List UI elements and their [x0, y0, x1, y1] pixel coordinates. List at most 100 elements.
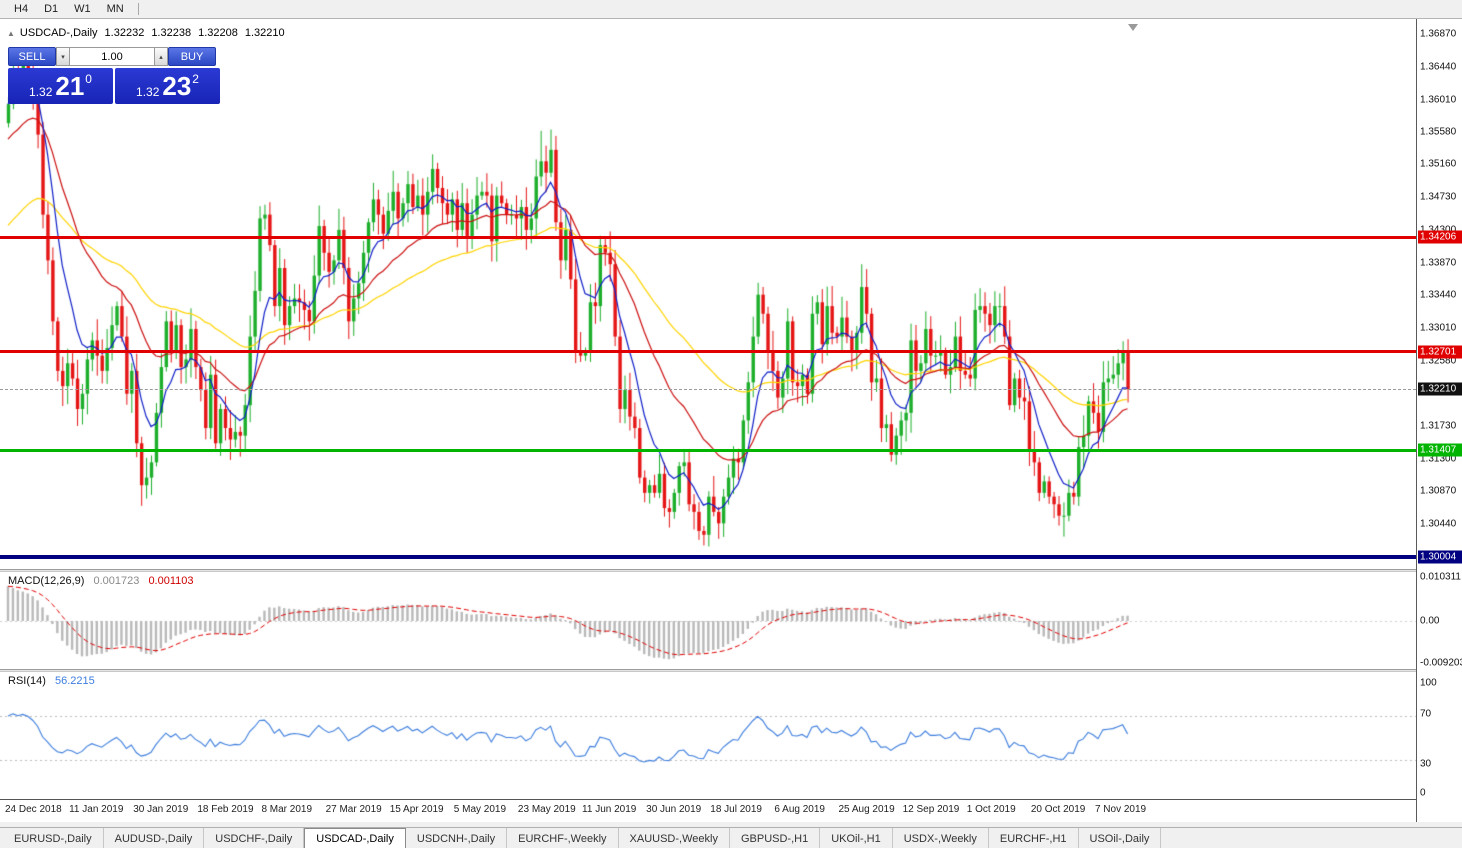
tab-audusd-daily[interactable]: AUDUSD-,Daily — [104, 828, 205, 848]
macd-indicator-label: MACD(12,26,9) 0.001723 0.001103 — [8, 575, 194, 587]
price-axis-label: 1.36870 — [1420, 28, 1457, 40]
rsi-name: RSI(14) — [8, 675, 46, 687]
sell-price-base: 1.32 — [29, 85, 53, 99]
date-axis-label: 20 Oct 2019 — [1030, 804, 1086, 815]
buy-price-big: 23 — [162, 71, 192, 101]
date-axis-label: 30 Jun 2019 — [646, 804, 702, 815]
one-click-trading-panel: SELL ▾ ▴ BUY 1.32 21 0 1.32 23 2 — [8, 47, 220, 104]
date-axis: 24 Dec 2018 11 Jan 2019 30 Jan 2019 18 Feb … — [0, 800, 1416, 822]
buy-price-box[interactable]: 1.32 23 2 — [115, 68, 220, 104]
rsi-axis-label: 100 — [1420, 677, 1437, 689]
major-support-line[interactable] — [0, 555, 1416, 560]
date-axis-label: 8 Mar 2019 — [261, 804, 313, 815]
collapse-toggle-icon[interactable]: ▲ — [7, 28, 15, 38]
date-axis-label: 30 Jan 2019 — [133, 804, 189, 815]
timeframe-d1-button[interactable]: D1 — [44, 3, 59, 15]
rsi-axis-label: 70 — [1420, 708, 1432, 720]
chart-tab-bar: EURUSD-,Daily AUDUSD-,Daily USDCHF-,Daily U… — [0, 827, 1462, 848]
price-axis-label: 1.32580 — [1420, 355, 1457, 367]
macd-axis-label: 0.00 — [1420, 615, 1440, 627]
volume-decrease-button[interactable]: ▾ — [56, 47, 70, 66]
date-axis-label: 1 Oct 2019 — [966, 804, 1016, 815]
current-price-line — [0, 389, 1416, 391]
date-axis-label: 7 Nov 2019 — [1094, 804, 1147, 815]
price-axis-label: 1.34300 — [1420, 224, 1456, 235]
macd-axis-label: 0.010311 — [1420, 571, 1461, 583]
price-axis-label: 1.31730 — [1420, 420, 1457, 432]
panel-separator[interactable] — [0, 569, 1462, 572]
price-axis-label: 1.33440 — [1420, 289, 1457, 301]
panel-separator[interactable] — [0, 669, 1462, 672]
date-axis-label: 11 Jan 2019 — [69, 804, 124, 815]
support-line[interactable] — [0, 448, 1416, 452]
tab-usdcnh-daily[interactable]: USDCNH-,Daily — [406, 828, 508, 848]
tab-usdx-weekly[interactable]: USDX-,Weekly — [893, 828, 989, 848]
date-axis-separator — [0, 799, 1462, 800]
sell-price-pip: 0 — [85, 72, 92, 86]
quote-high: 1.32238 — [151, 27, 192, 39]
macd-signal-value: 0.001103 — [148, 575, 194, 587]
timeframe-toolbar: H4 D1 W1 MN — [0, 0, 1462, 19]
quote-symbol: USDCAD-,Daily — [19, 27, 98, 39]
sell-button[interactable]: SELL — [8, 47, 56, 66]
volume-input[interactable] — [70, 47, 154, 66]
tab-gbpusd-h1[interactable]: GBPUSD-,H1 — [730, 828, 821, 848]
price-axis-label: 1.35160 — [1420, 158, 1457, 170]
support-line-price-tag: 1.31407 — [1418, 443, 1462, 457]
major-support-line-price-tag: 1.30004 — [1418, 550, 1462, 564]
tab-eurchf-h1[interactable]: EURCHF-,H1 — [989, 828, 1079, 848]
date-axis-label: 6 Aug 2019 — [774, 804, 825, 815]
volume-increase-button[interactable]: ▴ — [154, 47, 168, 66]
price-axis-label: 1.36440 — [1420, 61, 1457, 73]
tab-usdchf-daily[interactable]: USDCHF-,Daily — [204, 828, 305, 848]
date-axis-label: 23 May 2019 — [517, 804, 576, 815]
rsi-indicator-label: RSI(14) 56.2215 — [8, 675, 95, 687]
tab-usdcad-daily[interactable]: USDCAD-,Daily — [304, 828, 406, 848]
timeframe-mn-button[interactable]: MN — [106, 3, 124, 15]
tab-xauusd-weekly[interactable]: XAUUSD-,Weekly — [619, 828, 730, 848]
date-axis-label: 27 Mar 2019 — [325, 804, 382, 815]
chart-window: ▲ USDCAD-,Daily 1.32232 1.32238 1.32 2 0 8 … — [0, 19, 1462, 822]
current-price-tag: 1.32210 — [1418, 382, 1462, 396]
resistance-line[interactable] — [0, 350, 1416, 354]
quote-low: 1.32208 — [198, 27, 238, 39]
date-axis-label: 18 Jul 2019 — [710, 804, 762, 815]
tab-usoil-daily[interactable]: USOil-,Daily — [1079, 828, 1162, 848]
date-axis-label: 12 Sep 2019 — [902, 804, 960, 815]
macd-panel-canvas[interactable] — [0, 572, 1416, 669]
price-axis-label: 1.33010 — [1420, 322, 1457, 334]
timeframe-h4-button[interactable]: H4 — [14, 3, 29, 15]
date-axis-label: 24 Dec 2018 — [5, 804, 62, 815]
tab-bar-gap — [0, 822, 1462, 827]
date-axis-label: 5 May 2019 — [453, 804, 507, 815]
rsi-axis-label: 0 — [1420, 787, 1426, 799]
price-axis-label: 1.33870 — [1420, 257, 1457, 269]
tab-ukoil-h1[interactable]: UKOil-,H1 — [820, 828, 893, 848]
sell-price-big: 21 — [55, 71, 85, 101]
price-axis[interactable]: 1.36870 1.36440 1.36010 1.35580 1.35160 1.347… — [1416, 19, 1462, 822]
date-axis-label: 15 Apr 2019 — [389, 804, 444, 815]
macd-axis-label: -0.009203 — [1420, 657, 1462, 669]
rsi-axis-label: 30 — [1420, 758, 1432, 770]
chart-shift-marker[interactable] — [1128, 24, 1138, 31]
price-axis-label: 1.34730 — [1420, 191, 1457, 203]
buy-price-base: 1.32 — [136, 85, 160, 99]
timeframe-w1-button[interactable]: W1 — [74, 3, 91, 15]
date-axis-label: 25 Aug 2019 — [838, 804, 895, 815]
macd-main-value: 0.001723 — [93, 575, 140, 587]
quote-line: ▲ USDCAD-,Daily 1.32232 1.32238 1.32208 … — [7, 27, 292, 39]
tab-eurusd-daily[interactable]: EURUSD-,Daily — [3, 828, 104, 848]
date-axis-label: 18 Feb 2019 — [197, 804, 254, 815]
tab-eurchf-weekly[interactable]: EURCHF-,Weekly — [507, 828, 619, 848]
resistance-line-price-tag: 1.34206 — [1418, 230, 1462, 244]
main-chart-canvas[interactable] — [0, 19, 1416, 569]
price-axis-label: 1.30440 — [1420, 518, 1457, 530]
date-axis-label: 11 Jun 2019 — [582, 804, 637, 815]
sell-price-box[interactable]: 1.32 21 0 — [8, 68, 113, 104]
buy-button[interactable]: BUY — [168, 47, 216, 66]
rsi-panel-canvas[interactable] — [0, 672, 1416, 799]
resistance-line[interactable] — [0, 235, 1416, 239]
resistance-line-price-tag: 1.32701 — [1418, 345, 1462, 359]
quote-close: 1.32210 — [244, 27, 285, 39]
toolbar-separator — [137, 3, 139, 15]
